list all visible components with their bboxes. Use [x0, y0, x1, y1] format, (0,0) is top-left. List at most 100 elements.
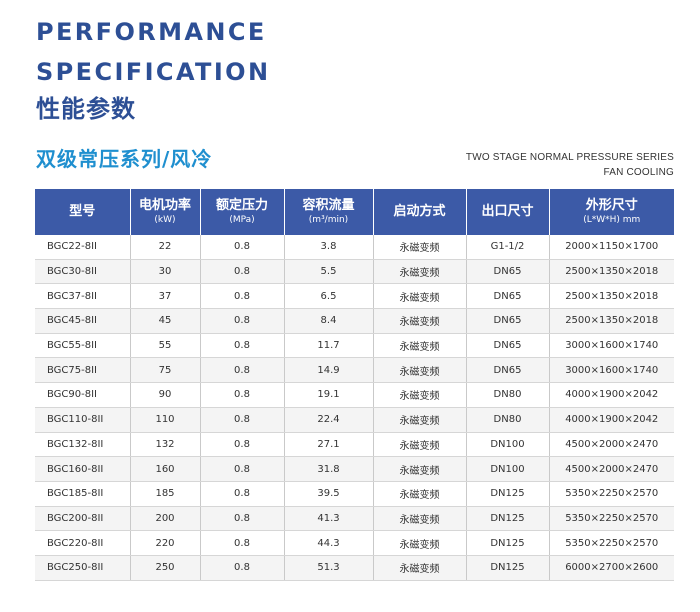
table-row: BGC55-8II 55 0.8 11.7 永磁变频 DN65 3000×1600×1740 [35, 333, 674, 359]
cell-outlet-size: DN80 [465, 407, 549, 433]
cell-dimensions: 2500×1350×2018 [548, 283, 674, 310]
table-row: BGC185-8II 185 0.8 39.5 永磁变频 DN125 5350×2250×2… [35, 481, 674, 507]
cell-model: BGC45-8II [35, 308, 130, 334]
cell-outlet-size: DN125 [465, 530, 549, 556]
cell-model: BGC132-8II [35, 432, 130, 458]
cell-model: BGC250-8II [35, 555, 130, 581]
cell-flow: 31.8 [283, 456, 373, 482]
table-row: BGC250-8II 250 0.8 51.3 永磁变频 DN125 6000×2700×2… [35, 555, 674, 581]
cell-motor-power: 110 [129, 407, 200, 433]
cell-flow: 41.3 [283, 506, 373, 532]
cell-model: BGC110-8II [35, 407, 130, 433]
cell-flow: 5.5 [283, 259, 373, 285]
cell-rated-pressure: 0.8 [199, 481, 284, 507]
cell-model: BGC185-8II [35, 481, 130, 507]
cell-dimensions: 3000×1600×1740 [548, 333, 674, 359]
cell-flow: 51.3 [283, 555, 373, 581]
cell-flow: 3.8 [283, 235, 373, 260]
cell-outlet-size: DN65 [465, 283, 549, 310]
cell-rated-pressure: 0.8 [199, 308, 284, 334]
cell-motor-power: 37 [129, 283, 200, 310]
cell-start-mode: 永磁变频 [372, 432, 466, 458]
header-outlet-size: 出口尺寸 [465, 189, 549, 235]
heading-performance: PERFORMANCE [36, 18, 267, 46]
cell-dimensions: 5350×2250×2570 [548, 481, 674, 507]
cell-rated-pressure: 0.8 [199, 283, 284, 310]
header-dimensions: 外形尺寸 (L*W*H) mm [548, 189, 674, 235]
cell-dimensions: 4500×2000×2470 [548, 456, 674, 482]
cell-model: BGC75-8II [35, 357, 130, 384]
table-row: BGC45-8II 45 0.8 8.4 永磁变频 DN65 2500×1350×2018 [35, 308, 674, 334]
cell-flow: 39.5 [283, 481, 373, 507]
cell-model: BGC30-8II [35, 259, 130, 285]
spec-table: 型号 电机功率 (kW) 额定压力 (MPa) 容积流量 (m³/min) 启动方式 … [35, 189, 674, 581]
cell-outlet-size: DN125 [465, 555, 549, 581]
cell-model: BGC220-8II [35, 530, 130, 556]
cell-flow: 14.9 [283, 357, 373, 384]
cell-flow: 8.4 [283, 308, 373, 334]
cell-outlet-size: DN65 [465, 308, 549, 334]
cell-dimensions: 5350×2250×2570 [548, 506, 674, 532]
cell-rated-pressure: 0.8 [199, 333, 284, 359]
header-model: 型号 [35, 189, 130, 235]
cell-rated-pressure: 0.8 [199, 555, 284, 581]
cell-motor-power: 160 [129, 456, 200, 482]
cell-dimensions: 3000×1600×1740 [548, 357, 674, 384]
cell-outlet-size: DN65 [465, 259, 549, 285]
cell-outlet-size: DN65 [465, 333, 549, 359]
cell-outlet-size: DN80 [465, 382, 549, 408]
cell-flow: 6.5 [283, 283, 373, 310]
heading-chinese: 性能参数 [36, 95, 136, 123]
cell-motor-power: 45 [129, 308, 200, 334]
table-row: BGC75-8II 75 0.8 14.9 永磁变频 DN65 3000×1600×1740 [35, 357, 674, 384]
cell-start-mode: 永磁变频 [372, 259, 466, 285]
cell-outlet-size: DN100 [465, 456, 549, 482]
cell-motor-power: 30 [129, 259, 200, 285]
cell-model: BGC55-8II [35, 333, 130, 359]
heading-specification: SPECIFICATION [36, 58, 271, 86]
table-header-row: 型号 电机功率 (kW) 额定压力 (MPa) 容积流量 (m³/min) 启动方式 … [35, 189, 674, 235]
cell-rated-pressure: 0.8 [199, 432, 284, 458]
cell-start-mode: 永磁变频 [372, 357, 466, 384]
cell-start-mode: 永磁变频 [372, 308, 466, 334]
cell-dimensions: 4000×1900×2042 [548, 407, 674, 433]
table-row: BGC200-8II 200 0.8 41.3 永磁变频 DN125 5350×2250×2… [35, 506, 674, 532]
cell-model: BGC90-8II [35, 382, 130, 408]
cell-start-mode: 永磁变频 [372, 555, 466, 581]
header-rated-pressure: 额定压力 (MPa) [199, 189, 284, 235]
cell-model: BGC22-8II [35, 235, 130, 260]
cell-motor-power: 75 [129, 357, 200, 384]
series-title-cn: 双级常压系列/风冷 [36, 147, 213, 171]
cell-flow: 44.3 [283, 530, 373, 556]
cell-motor-power: 132 [129, 432, 200, 458]
cell-rated-pressure: 0.8 [199, 382, 284, 408]
cell-model: BGC37-8II [35, 283, 130, 310]
cell-rated-pressure: 0.8 [199, 357, 284, 384]
cell-motor-power: 220 [129, 530, 200, 556]
header-motor-power: 电机功率 (kW) [129, 189, 200, 235]
cell-start-mode: 永磁变频 [372, 407, 466, 433]
cell-outlet-size: DN125 [465, 481, 549, 507]
cell-rated-pressure: 0.8 [199, 530, 284, 556]
cell-dimensions: 4500×2000×2470 [548, 432, 674, 458]
cell-dimensions: 2500×1350×2018 [548, 308, 674, 334]
cell-dimensions: 2500×1350×2018 [548, 259, 674, 285]
cell-start-mode: 永磁变频 [372, 530, 466, 556]
cell-start-mode: 永磁变频 [372, 506, 466, 532]
cell-rated-pressure: 0.8 [199, 506, 284, 532]
cell-start-mode: 永磁变频 [372, 333, 466, 359]
series-title-en: TWO STAGE NORMAL PRESSURE SERIES [465, 152, 674, 163]
cell-motor-power: 185 [129, 481, 200, 507]
cell-outlet-size: G1-1/2 [465, 235, 549, 260]
cell-flow: 22.4 [283, 407, 373, 433]
table-row: BGC160-8II 160 0.8 31.8 永磁变频 DN100 4500×2000×2… [35, 456, 674, 482]
cell-dimensions: 2000×1150×1700 [548, 235, 674, 260]
cell-flow: 27.1 [283, 432, 373, 458]
cell-rated-pressure: 0.8 [199, 259, 284, 285]
cell-start-mode: 永磁变频 [372, 235, 466, 260]
cell-flow: 11.7 [283, 333, 373, 359]
header-start-mode: 启动方式 [372, 189, 466, 235]
table-row: BGC132-8II 132 0.8 27.1 永磁变频 DN100 4500×2000×2… [35, 432, 674, 458]
cell-flow: 19.1 [283, 382, 373, 408]
cell-model: BGC160-8II [35, 456, 130, 482]
